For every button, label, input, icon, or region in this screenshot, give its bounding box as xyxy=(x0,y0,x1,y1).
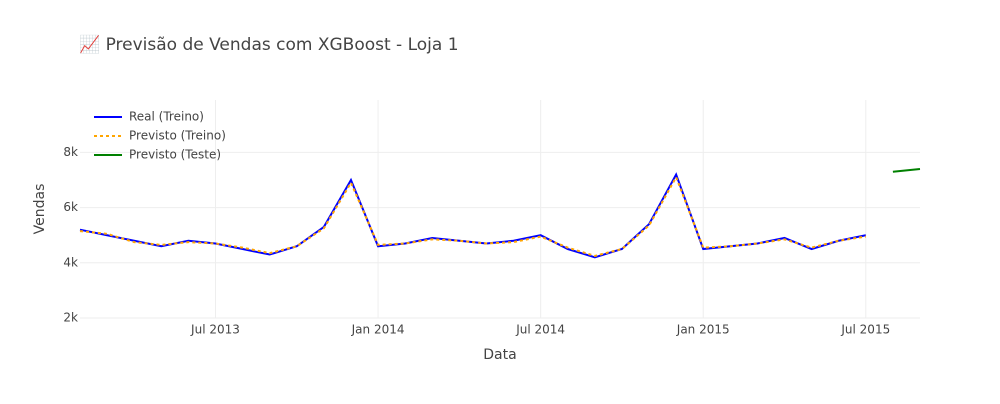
legend-label: Previsto (Treino) xyxy=(129,129,226,143)
x-tick-label: Jul 2015 xyxy=(840,323,890,337)
y-tick-label: 2k xyxy=(63,311,78,325)
chart-title: 📈 Previsão de Vendas com XGBoost - Loja … xyxy=(79,34,459,55)
x-tick-label: Jan 2015 xyxy=(676,323,730,337)
line-series xyxy=(892,167,921,173)
y-tick-label: 4k xyxy=(63,255,78,269)
legend-label: Previsto (Teste) xyxy=(129,148,221,162)
x-tick-label: Jan 2014 xyxy=(351,323,405,337)
x-axis-label: Data xyxy=(483,347,516,363)
x-tick-label: Jul 2014 xyxy=(515,323,565,337)
x-tick-label: Jul 2013 xyxy=(190,323,240,337)
y-axis-label: Vendas xyxy=(32,184,48,235)
line-series xyxy=(79,174,866,257)
y-tick-label: 6k xyxy=(63,200,78,214)
y-tick-label: 8k xyxy=(63,145,78,159)
legend-label: Real (Treino) xyxy=(129,110,204,124)
